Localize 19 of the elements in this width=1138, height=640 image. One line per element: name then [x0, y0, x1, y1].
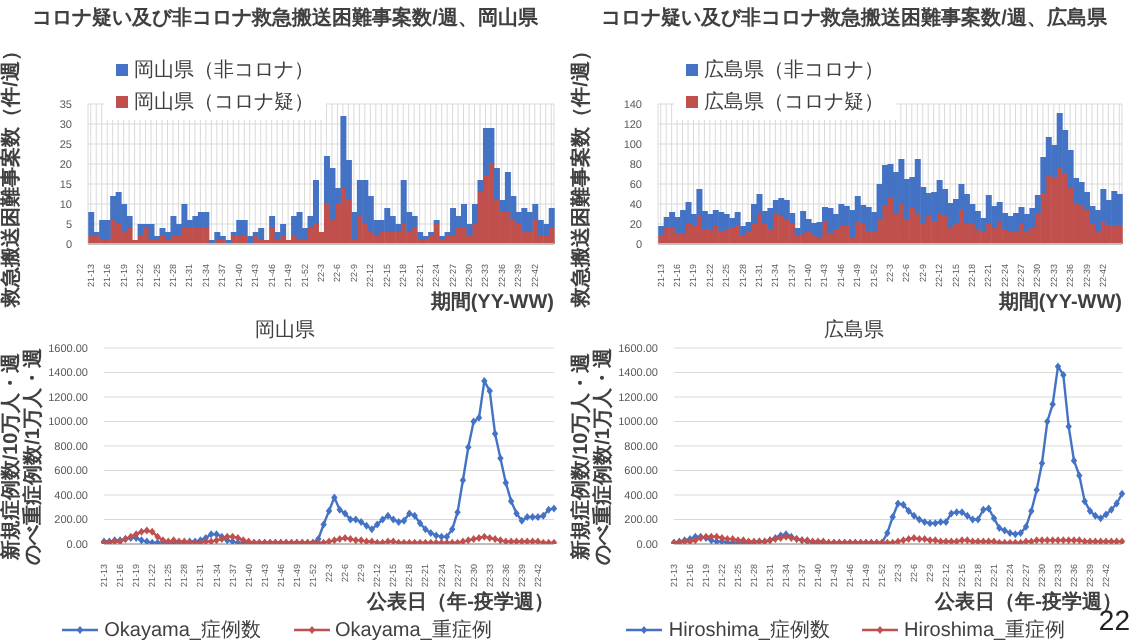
legend-label: Okayama_症例数 [104, 617, 261, 640]
legend-label: 広島県（コロナ疑） [704, 89, 884, 116]
chart-title: コロナ疑い及び非コロナ救急搬送困難事案数/週、広島県 [599, 4, 1109, 32]
x-axis-title: 公表日（年-疫学週） [365, 590, 554, 614]
y-axis-title: 新規症例数/10万人・週のべ重症例数/1万人・週 [569, 346, 615, 565]
legend-label: Okayama_重症例 [335, 617, 492, 640]
legend-label: 広島県（非コロナ） [704, 57, 884, 84]
y-axis-title: 新規症例数/10万人・週のべ重症例数/1万人・週 [0, 346, 45, 565]
legend-label: 岡山県（非コロナ） [134, 57, 314, 84]
y-axis-title: 救急搬送困難事案数（件/週） [0, 41, 23, 309]
y-axis-title: 救急搬送困難事案数（件/週） [569, 41, 593, 309]
chart-title: 岡山県 [253, 317, 317, 344]
chart-title: 広島県 [822, 317, 886, 344]
x-axis-title: 期間(YY-WW) [428, 290, 554, 314]
legend-label: 岡山県（コロナ疑） [134, 89, 314, 116]
legend-label: Hiroshima_重症例 [904, 617, 1066, 640]
chart-title: コロナ疑い及び非コロナ救急搬送困難事案数/週、岡山県 [30, 4, 540, 32]
x-axis-title: 期間(YY-WW) [996, 290, 1122, 314]
legend-label: Hiroshima_症例数 [668, 617, 830, 640]
